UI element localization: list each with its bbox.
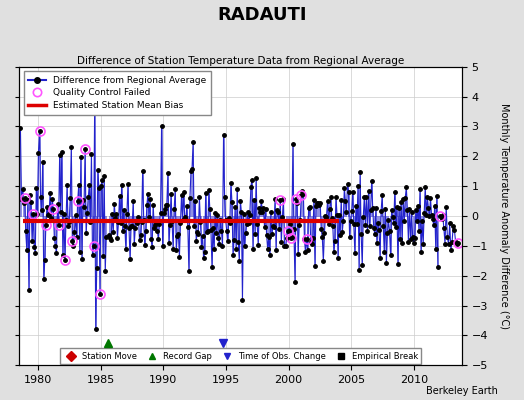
- Text: Berkeley Earth: Berkeley Earth: [426, 386, 498, 396]
- Text: RADAUTI: RADAUTI: [217, 6, 307, 24]
- Legend: Station Move, Record Gap, Time of Obs. Change, Empirical Break: Station Move, Record Gap, Time of Obs. C…: [60, 348, 421, 364]
- Y-axis label: Monthly Temperature Anomaly Difference (°C): Monthly Temperature Anomaly Difference (…: [499, 103, 509, 329]
- Title: Difference of Station Temperature Data from Regional Average: Difference of Station Temperature Data f…: [77, 56, 404, 66]
